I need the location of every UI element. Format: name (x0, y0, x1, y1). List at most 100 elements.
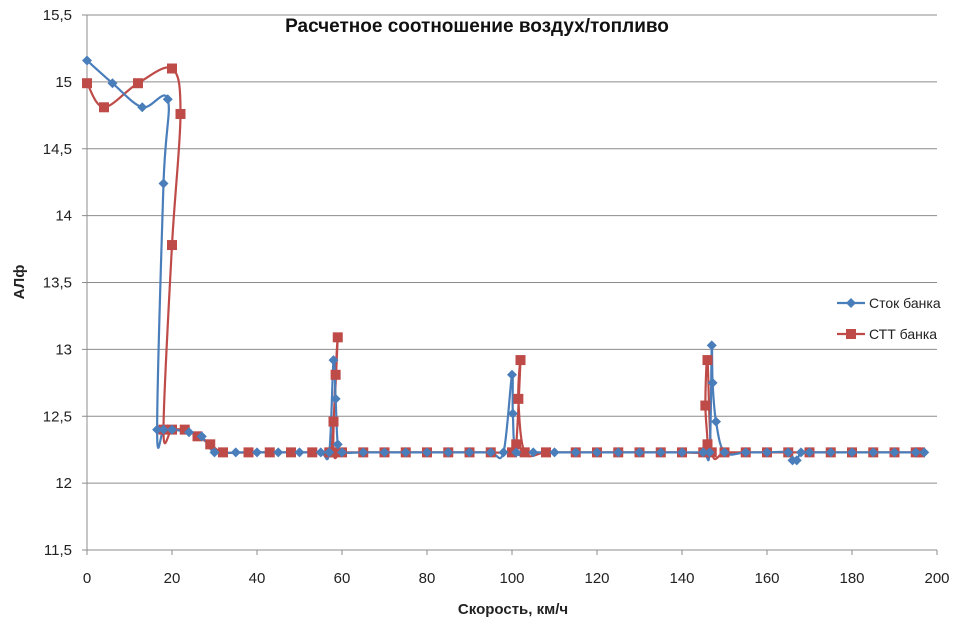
data-point (152, 424, 163, 435)
data-point (332, 439, 343, 450)
legend-marker (846, 298, 856, 308)
y-tick-label: 14 (55, 208, 72, 225)
data-point (99, 102, 109, 113)
data-point (498, 447, 509, 458)
data-point (910, 447, 921, 458)
gridlines (87, 14, 937, 551)
data-point (515, 355, 526, 366)
data-point (825, 447, 836, 458)
data-point (570, 447, 581, 458)
legend-marker (846, 329, 856, 339)
data-point (707, 377, 718, 388)
data-point (804, 447, 815, 458)
data-point (196, 431, 207, 442)
data-point (379, 447, 390, 458)
data-point (315, 447, 326, 458)
data-point (330, 369, 341, 380)
y-tick-label: 12,5 (43, 408, 72, 425)
x-tick-label: 160 (754, 570, 779, 587)
data-point (167, 63, 177, 74)
data-point (511, 447, 522, 458)
data-point (919, 447, 930, 458)
y-tick-label: 11,5 (44, 542, 72, 559)
y-axis-title: АЛф (11, 265, 28, 300)
data-point (82, 55, 92, 66)
x-tick-label: 100 (499, 570, 524, 587)
data-point (167, 424, 177, 435)
data-point (328, 355, 339, 366)
data-point (889, 447, 900, 458)
data-point (634, 447, 645, 458)
x-tick-labels: 0 20 40 60 80 100 120 140 160 180 200 (83, 570, 950, 587)
data-point (273, 447, 284, 458)
data-point (400, 447, 411, 458)
data-point (107, 78, 118, 89)
data-point (762, 447, 772, 458)
data-point (175, 108, 186, 119)
data-point (783, 447, 794, 458)
data-point (264, 447, 275, 458)
data-point (82, 78, 92, 89)
data-point (485, 447, 496, 458)
data-point (307, 447, 318, 458)
data-point (162, 94, 173, 105)
data-point (328, 416, 339, 427)
data-point (698, 447, 709, 458)
data-point (209, 447, 220, 458)
data-point (332, 332, 343, 343)
data-point (218, 447, 228, 458)
data-point (167, 240, 177, 251)
data-point (528, 447, 539, 458)
data-point (519, 447, 530, 458)
data-point (184, 427, 194, 438)
data-point (511, 439, 522, 450)
data-point (549, 447, 560, 458)
x-tick-label: 140 (669, 570, 694, 587)
data-point (740, 447, 751, 458)
y-tick-label: 15 (55, 74, 72, 91)
y-tick-label: 14,5 (43, 141, 72, 158)
data-point (719, 447, 730, 458)
x-tick-label: 40 (249, 570, 266, 587)
series-line-1 (86, 66, 920, 461)
data-point (796, 447, 806, 458)
x-tick-label: 0 (83, 570, 91, 587)
series-line-0 (86, 59, 925, 463)
x-tick-label: 120 (584, 570, 609, 587)
data-point (443, 447, 454, 458)
data-point (711, 416, 721, 427)
data-point (464, 447, 475, 458)
data-point (205, 439, 216, 450)
data-point (592, 447, 602, 458)
data-point (791, 455, 802, 466)
data-point (422, 447, 432, 458)
data-point (613, 447, 624, 458)
x-axis-title: Скорость, км/ч (458, 601, 568, 618)
data-point (706, 340, 717, 351)
data-point (243, 447, 254, 458)
legend: Сток банка СТТ банка (837, 295, 941, 342)
chart-title: Расчетное соотношение воздух/топливо (285, 16, 669, 37)
y-tick-labels: 11,5 12 12,5 13 13,5 14 14,5 15 15,5 (43, 7, 72, 559)
y-tick-label: 13,5 (43, 275, 72, 292)
x-tick-label: 20 (164, 570, 181, 587)
data-point (294, 447, 305, 458)
x-tick-label: 180 (839, 570, 864, 587)
data-point (655, 447, 666, 458)
data-point (704, 447, 715, 458)
data-point (358, 447, 369, 458)
axes (82, 14, 938, 555)
data-point (868, 447, 879, 458)
y-tick-label: 15,5 (43, 7, 72, 24)
data-point (337, 447, 347, 458)
data-point (541, 447, 551, 458)
data-point (179, 424, 190, 435)
y-tick-label: 12 (55, 475, 72, 492)
data-point (158, 178, 169, 189)
data-point (702, 439, 713, 450)
legend-label: СТТ банка (869, 326, 937, 342)
legend-label: Сток банка (869, 295, 941, 311)
x-tick-label: 60 (334, 570, 351, 587)
data-point (507, 408, 518, 419)
